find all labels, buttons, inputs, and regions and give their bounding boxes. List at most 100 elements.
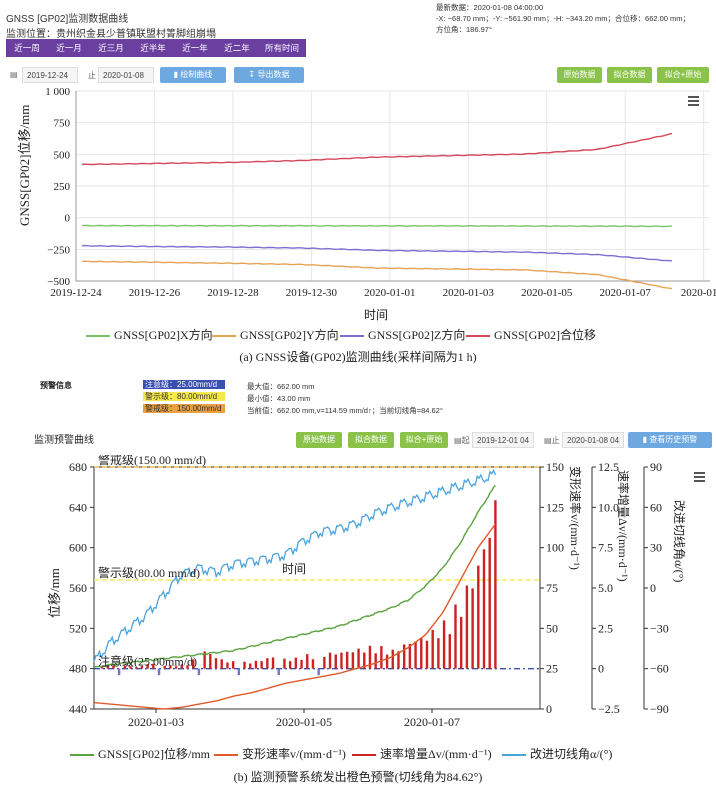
speed-tick-label: 0 <box>546 702 552 716</box>
end-date-input[interactable]: 2020-01-08 <box>98 67 154 83</box>
increment-bar <box>140 665 144 669</box>
y-tick-label: −500 <box>47 276 70 288</box>
fit-raw-button-2[interactable]: 拟合+原始 <box>400 432 448 448</box>
x-tick-label: 2020-01-03 <box>128 715 184 729</box>
draw-curve-label: 绘制曲线 <box>180 70 213 79</box>
tab-week[interactable]: 近一周 <box>14 43 40 53</box>
export-data-button[interactable]: ↧ 导出数据 <box>234 67 304 83</box>
increment-bar <box>214 658 218 669</box>
legend-increment[interactable]: 速率增量Δv/(mm·d⁻¹) <box>352 745 492 762</box>
view-history-label: 查看历史预警 <box>649 435 698 444</box>
increment-bar <box>243 661 246 669</box>
start-date-input-2[interactable]: 2019-12-01 04 <box>472 432 534 448</box>
legend-label: GNSS[GP02]合位移 <box>494 328 597 342</box>
increment-bar <box>459 616 463 669</box>
legend-swatch <box>502 754 526 757</box>
calendar-icon: ▤止 <box>544 436 560 445</box>
angle-tick-label: 60 <box>650 500 662 514</box>
increment-bar <box>380 646 383 669</box>
legend-speed[interactable]: 变形速率v/(mm·d⁻¹) <box>214 745 346 762</box>
increment-bar <box>494 500 497 669</box>
increment-bar <box>300 659 303 669</box>
y-tick-label: 680 <box>69 460 87 474</box>
speed-tick-label: 150 <box>546 460 564 474</box>
raw-data-button[interactable]: 原始数据 <box>557 67 602 83</box>
increment-bar <box>402 644 406 669</box>
speed-line <box>93 523 496 710</box>
tab-all-time[interactable]: 所有时间 <box>264 43 299 53</box>
tab-year[interactable]: 近一年 <box>182 43 208 53</box>
tab-three-months[interactable]: 近三月 <box>98 43 124 53</box>
increment-bar <box>271 657 275 669</box>
increment-bar <box>254 660 258 669</box>
legend-x-direction[interactable]: GNSS[GP02]X方向 <box>86 326 213 343</box>
chart2-ylabel-speed: 变形速率v/(mm·d⁻¹) <box>568 466 582 570</box>
increment-bar <box>260 661 263 669</box>
speed-tick-label: 25 <box>546 662 558 676</box>
increment-bar <box>408 643 412 669</box>
series-line <box>81 244 673 262</box>
calendar-icon: ▤ <box>10 70 18 79</box>
increment-bar <box>180 664 184 669</box>
x-tick-label: 2019-12-30 <box>286 287 338 299</box>
series-line <box>81 224 672 228</box>
increment-bar <box>135 667 138 669</box>
increment-bar <box>169 665 172 669</box>
menu-icon[interactable] <box>688 94 699 108</box>
y-tick-label: 440 <box>69 702 87 716</box>
legend-label: 速率增量Δv/(mm·d⁻¹) <box>380 747 492 761</box>
increment-bar <box>209 653 212 669</box>
max-value: 最大值：662.00 mm <box>247 382 315 391</box>
tab-two-years[interactable]: 近二年 <box>224 43 250 53</box>
increment-bar <box>488 537 491 669</box>
fit-data-button-2[interactable]: 拟合数据 <box>348 432 394 448</box>
legend-swatch <box>352 754 376 757</box>
fit-data-button[interactable]: 拟合数据 <box>607 67 652 83</box>
increment-tick-label: 5.0 <box>598 581 613 595</box>
threshold-label: 注意级(25.00mm/d) <box>98 654 197 669</box>
level-alert: 警戒级：150.00mm/d <box>143 404 225 413</box>
legend-y-direction[interactable]: GNSS[GP02]Y方向 <box>212 326 339 343</box>
increment-bar <box>345 651 349 669</box>
fit-raw-button[interactable]: 拟合+原始 <box>657 67 709 83</box>
increment-tick-label: 0 <box>598 662 604 676</box>
angle-tick-label: 0 <box>650 581 656 595</box>
chart1-caption: (a) GNSS设备(GP02)监测曲线(采样间隔为1 h) <box>239 350 477 364</box>
x-tick-label: 2019-12-24 <box>50 287 102 299</box>
chart2-svg: 680640600560520480440150125100755025012.… <box>69 455 669 729</box>
raw-data-button-2[interactable]: 原始数据 <box>296 432 342 448</box>
x-tick-label: 2020-01-05 <box>521 287 573 299</box>
y-tick-label: 750 <box>54 118 71 130</box>
increment-bar <box>163 665 166 669</box>
increment-bar <box>203 651 206 669</box>
chart2-ylabel-increment: 速率增量Δv/(mm·d⁻¹) <box>616 470 630 582</box>
increment-bar <box>146 664 149 669</box>
chart-icon: ▮ <box>173 70 181 79</box>
chart1-ylabel: GNSS[GP02]位移/mm <box>17 104 32 226</box>
azimuth: 方位角：186.97° <box>436 25 492 34</box>
start-prefix: 起 <box>461 436 470 445</box>
chart2-title: 监测预警曲线 <box>34 435 94 446</box>
end-date-input-2[interactable]: 2020-01-08 04 <box>562 432 624 448</box>
increment-bar <box>442 620 446 669</box>
start-date-input[interactable]: 2019-12-24 <box>22 67 78 83</box>
increment-bar <box>311 659 315 669</box>
tab-month[interactable]: 近一月 <box>56 43 82 53</box>
increment-bar <box>437 638 440 669</box>
angle-tick-label: 30 <box>650 541 662 555</box>
menu-icon[interactable] <box>694 470 705 484</box>
chart-title: GNSS [GP02]监测数据曲线 <box>6 14 129 25</box>
legend-resultant[interactable]: GNSS[GP02]合位移 <box>466 326 596 343</box>
legend-displacement[interactable]: GNSS[GP02]位移/mm <box>70 745 210 762</box>
draw-curve-button[interactable]: ▮ 绘制曲线 <box>160 67 226 83</box>
y-tick-label: 500 <box>54 149 71 161</box>
legend-z-direction[interactable]: GNSS[GP02]Z方向 <box>340 326 465 343</box>
increment-bar <box>454 604 457 669</box>
increment-bar <box>186 665 189 669</box>
increment-bar <box>323 656 326 669</box>
tab-half-year[interactable]: 近半年 <box>140 43 166 53</box>
increment-bar <box>157 668 161 676</box>
legend-angle[interactable]: 改进切线角α/(°) <box>502 745 612 762</box>
view-history-button[interactable]: ▮ 查看历史预警 <box>628 432 712 448</box>
increment-bar <box>306 654 309 669</box>
